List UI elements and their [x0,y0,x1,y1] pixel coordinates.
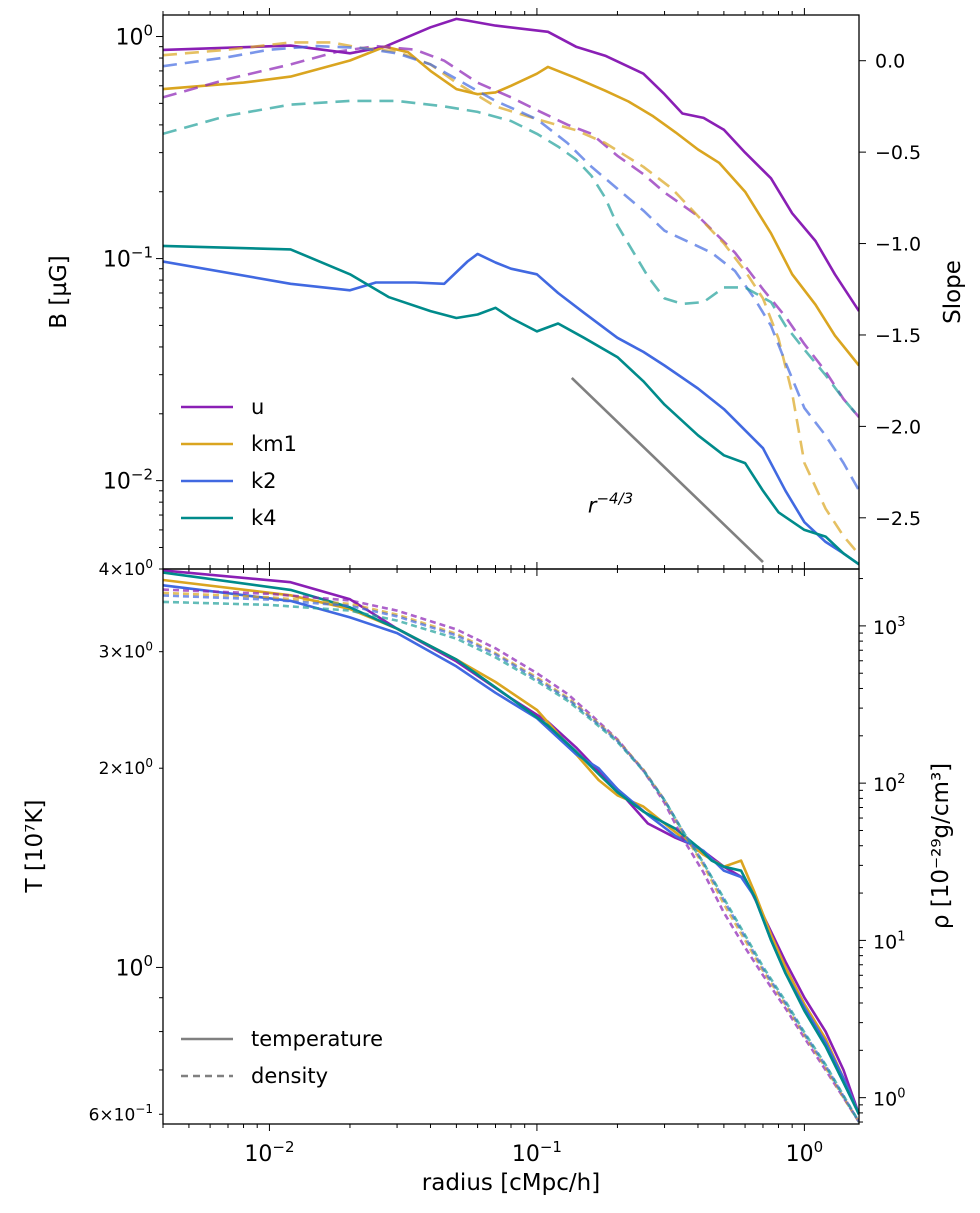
legend-label: u [251,395,264,419]
series-line-km1-slope [163,41,859,556]
annotation-exponent: −4/3 [596,489,633,507]
series-line-u-slope [163,44,859,419]
x-tick-label: 10−1 [512,1138,562,1167]
right-y-tick-label: 102 [873,772,905,796]
power-law-line [570,377,764,563]
right-y-tick-label: −1.0 [875,234,921,256]
right-y-tick-label: 101 [873,929,905,953]
x-axis-label: radius [cMpc/h] [422,1170,600,1196]
bottom-axis-ticks: 10−2 10−1 100 4×100 3×100 2×100 100 6×10−1 103 10… [89,557,906,1167]
top-y-label: B [µG] [46,255,72,329]
right-y-tick-label: −1.5 [875,325,921,347]
right-y-tick-label: −2.5 [875,508,921,530]
top-y2-label: Slope [940,260,966,324]
series-line-k4 [163,244,859,566]
bottom-frame [162,568,860,1125]
annotation-label: r−4/3 [588,489,633,517]
legend-label: temperature [251,1027,383,1051]
legend-label: density [251,1064,328,1088]
top-axis-ticks: 100 10−1 10−2 0.0 −0.5 −1.0 −1.5 −2.0 −2.5 [103,8,921,576]
top-plot-area [163,17,859,566]
series-line-k2 [163,252,859,566]
right-y-tick-label: 100 [873,1087,905,1111]
series-line-u [163,17,859,312]
power-law-annotation: r−4/3 [570,377,764,563]
right-y-tick-label: 103 [873,615,905,639]
left-y-tick-label: 2×100 [99,756,153,779]
legend-label: k2 [251,469,277,493]
series-line-k2-density [163,594,859,1123]
left-y-tick-label: 6×10−1 [89,1102,153,1125]
bottom-legend: temperature density [181,1027,383,1088]
right-y-tick-label: −0.5 [875,142,921,164]
left-y-tick-label: 4×100 [99,557,153,580]
series-line-k4-temperature [163,571,859,1115]
right-y-tick-label: 0.0 [875,51,905,73]
left-y-tick-label: 10−2 [103,465,153,494]
left-y-tick-label: 100 [115,21,153,50]
x-tick-label: 10−2 [244,1138,294,1167]
legend-label: km1 [251,432,297,456]
bottom-panel: 10−2 10−1 100 4×100 3×100 2×100 100 6×10−1 103 10… [22,557,954,1196]
top-panel: 100 10−1 10−2 0.0 −0.5 −1.0 −1.5 −2.0 −2.5 r−4/3… [46,8,966,576]
top-legend: u km1 k2 k4 [181,395,297,530]
series-line-k2-slope [163,44,859,492]
legend-label: k4 [251,506,277,530]
bottom-y-label: T [10⁷K] [22,800,48,894]
left-y-tick-label: 10−1 [103,243,153,272]
right-y-tick-label: −2.0 [875,416,921,438]
x-tick-label: 100 [786,1138,824,1167]
bottom-y2-label: ρ [10⁻²⁹g/cm³] [928,763,954,929]
left-y-tick-label: 100 [115,952,153,981]
bottom-plot-area [163,569,859,1123]
left-y-tick-label: 3×100 [99,640,153,663]
annotation-base: r [588,493,598,517]
series-line-k4-slope [163,99,859,419]
